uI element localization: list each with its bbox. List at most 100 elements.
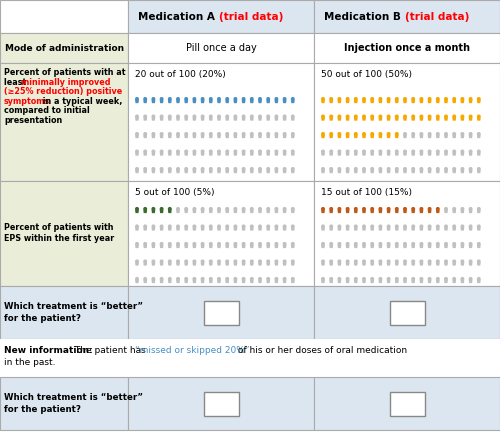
Circle shape (168, 133, 171, 135)
Polygon shape (242, 280, 245, 283)
Polygon shape (152, 210, 154, 213)
Circle shape (218, 225, 220, 228)
Circle shape (176, 278, 180, 280)
Polygon shape (371, 118, 374, 120)
Polygon shape (185, 170, 188, 172)
Polygon shape (420, 135, 422, 137)
Circle shape (202, 225, 204, 228)
Polygon shape (396, 118, 398, 120)
Circle shape (152, 133, 154, 135)
Circle shape (412, 260, 414, 263)
Polygon shape (177, 245, 179, 248)
Polygon shape (478, 210, 480, 213)
Circle shape (428, 115, 431, 118)
Circle shape (346, 150, 349, 153)
Circle shape (346, 243, 349, 245)
Polygon shape (218, 118, 220, 120)
Polygon shape (404, 100, 406, 102)
Circle shape (322, 150, 324, 153)
Circle shape (275, 168, 278, 170)
Polygon shape (445, 135, 447, 137)
Circle shape (330, 133, 332, 135)
Polygon shape (185, 263, 188, 265)
Polygon shape (234, 245, 236, 248)
Polygon shape (371, 153, 374, 155)
Circle shape (470, 243, 472, 245)
Circle shape (396, 208, 398, 210)
Circle shape (275, 150, 278, 153)
Circle shape (176, 168, 180, 170)
Circle shape (478, 278, 480, 280)
Polygon shape (436, 170, 439, 172)
Polygon shape (379, 280, 382, 283)
Polygon shape (330, 135, 332, 137)
Circle shape (330, 260, 332, 263)
Polygon shape (259, 100, 261, 102)
Polygon shape (259, 280, 261, 283)
Polygon shape (234, 263, 236, 265)
Circle shape (193, 133, 196, 135)
Circle shape (168, 97, 171, 100)
Polygon shape (363, 263, 365, 265)
Text: The patient has: The patient has (72, 346, 148, 355)
Circle shape (396, 243, 398, 245)
Polygon shape (160, 135, 163, 137)
Circle shape (267, 133, 270, 135)
Polygon shape (412, 280, 414, 283)
Polygon shape (330, 210, 332, 213)
Polygon shape (210, 170, 212, 172)
Polygon shape (412, 228, 414, 230)
Polygon shape (478, 135, 480, 137)
Circle shape (210, 115, 212, 118)
Bar (0, 33, 128, 63)
Circle shape (338, 225, 340, 228)
Text: “missed or skipped 20%”: “missed or skipped 20%” (135, 346, 250, 355)
Polygon shape (267, 280, 270, 283)
Circle shape (436, 208, 439, 210)
Polygon shape (160, 170, 163, 172)
Polygon shape (218, 280, 220, 283)
Text: 15 out of 100 (15%): 15 out of 100 (15%) (321, 188, 412, 197)
Polygon shape (371, 100, 374, 102)
Polygon shape (461, 245, 464, 248)
Circle shape (396, 168, 398, 170)
Circle shape (420, 208, 422, 210)
Circle shape (185, 260, 188, 263)
Circle shape (436, 278, 439, 280)
Circle shape (193, 278, 196, 280)
Polygon shape (152, 153, 154, 155)
Circle shape (444, 168, 448, 170)
Circle shape (242, 278, 245, 280)
Polygon shape (193, 263, 196, 265)
Bar (128, 286, 314, 339)
Circle shape (330, 278, 332, 280)
Polygon shape (388, 118, 390, 120)
Circle shape (338, 278, 340, 280)
Polygon shape (275, 228, 278, 230)
Circle shape (202, 97, 204, 100)
Polygon shape (242, 245, 245, 248)
Circle shape (322, 278, 324, 280)
Polygon shape (242, 170, 245, 172)
Polygon shape (420, 280, 422, 283)
Polygon shape (461, 280, 464, 283)
Circle shape (218, 97, 220, 100)
Circle shape (354, 243, 357, 245)
Circle shape (388, 225, 390, 228)
Polygon shape (420, 263, 422, 265)
Polygon shape (202, 153, 204, 155)
Circle shape (330, 243, 332, 245)
Polygon shape (338, 210, 340, 213)
Circle shape (226, 225, 228, 228)
Text: for the patient?: for the patient? (4, 314, 81, 323)
Circle shape (202, 243, 204, 245)
Text: in the past.: in the past. (4, 358, 56, 367)
Polygon shape (202, 135, 204, 137)
Polygon shape (210, 245, 212, 248)
Polygon shape (152, 228, 154, 230)
Circle shape (444, 115, 448, 118)
Polygon shape (478, 263, 480, 265)
Polygon shape (404, 280, 406, 283)
Polygon shape (436, 153, 439, 155)
Polygon shape (275, 100, 278, 102)
